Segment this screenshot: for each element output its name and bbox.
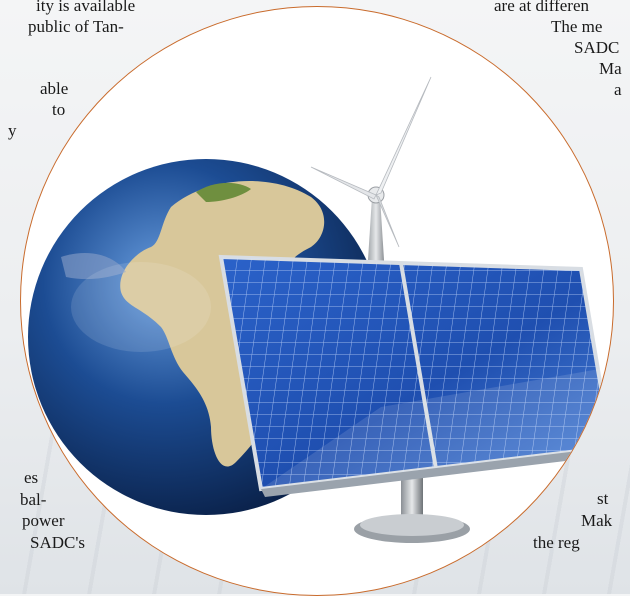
left-text-line-5: y [8,121,17,140]
renewable-energy-illustration [28,76,613,543]
left-text-line-2: public of Tan- [28,17,124,36]
illustration-circle [20,6,614,596]
left-text-line-3: able [40,79,69,98]
left-text-line-9: SADC's [30,533,86,552]
right-text-line-6: st [597,489,609,508]
right-text-line-7: Mak [581,511,613,530]
right-text-line-1: are at differen [494,0,590,15]
right-text-line-5: a [614,80,622,99]
right-text-line-8: the reg [533,533,580,552]
left-text-line-8: power [22,511,65,530]
left-text-line-1: ity is available [36,0,136,15]
solar-panel-icon [218,254,613,497]
left-text-line-6: es [24,468,39,487]
right-text-line-3: SADC [574,38,620,57]
left-text-line-7: bal- [20,490,47,509]
right-text-line-4: Ma [599,59,622,78]
left-text-line-4: to [52,100,66,119]
right-text-line-2: The me [551,17,603,36]
